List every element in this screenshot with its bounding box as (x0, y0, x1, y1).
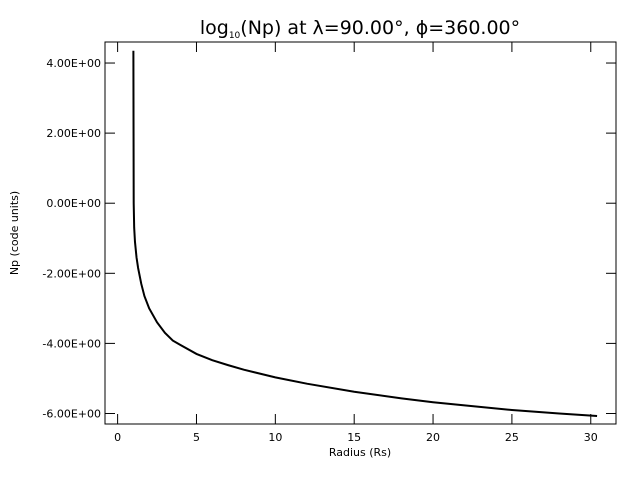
series-line (132, 50, 598, 417)
x-tick-label: 20 (426, 431, 440, 444)
y-tick-label: -6.00E+00 (42, 407, 101, 420)
x-axis-ticks: 0 5 10 15 20 25 30 (114, 42, 598, 444)
chart-title-subscript: 10 (229, 31, 241, 41)
y-tick-label: -4.00E+00 (42, 337, 101, 350)
chart-title-suffix: (Np) at λ=90.00°, ϕ=360.00° (240, 17, 520, 39)
x-tick-label: 25 (505, 431, 519, 444)
chart-title-prefix: log (200, 17, 229, 39)
x-tick-label: 10 (268, 431, 282, 444)
x-axis-label: Radius (Rs) (329, 446, 391, 459)
y-axis-ticks: -6.00E+00 -4.00E+00 -2.00E+00 0.00E+00 2.00E… (42, 57, 616, 420)
y-axis-label: Np (code units) (8, 191, 21, 275)
x-tick-label: 30 (584, 431, 598, 444)
y-tick-label: 2.00E+00 (46, 127, 101, 140)
chart-title: log10(Np) at λ=90.00°, ϕ=360.00° (200, 17, 520, 41)
x-tick-label: 0 (114, 431, 121, 444)
plot-frame (104, 41, 617, 425)
y-tick-label: -2.00E+00 (42, 267, 101, 280)
x-tick-label: 5 (193, 431, 200, 444)
y-tick-label: 0.00E+00 (46, 197, 101, 210)
y-tick-label: 4.00E+00 (46, 57, 101, 70)
x-tick-label: 15 (347, 431, 361, 444)
